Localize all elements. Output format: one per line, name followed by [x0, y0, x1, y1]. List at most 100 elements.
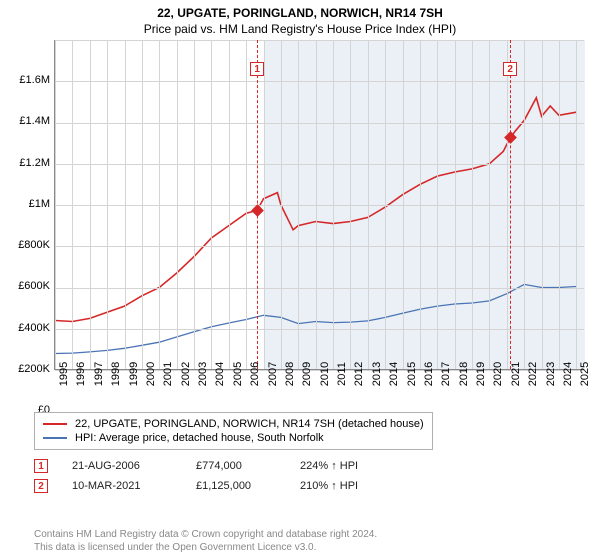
gridline-v [489, 40, 490, 369]
x-tick-label: 2020 [492, 362, 504, 386]
gridline-v [125, 40, 126, 369]
gridline-v [455, 40, 456, 369]
x-tick-label: 2009 [301, 362, 313, 386]
x-tick-label: 2001 [162, 362, 174, 386]
legend: 22, UPGATE, PORINGLAND, NORWICH, NR14 7S… [34, 412, 433, 450]
x-tick-label: 2003 [197, 362, 209, 386]
x-tick-label: 2016 [423, 362, 435, 386]
gridline-v [559, 40, 560, 369]
legend-label: HPI: Average price, detached house, Sout… [75, 432, 324, 444]
transaction-row-date: 21-AUG-2006 [72, 460, 172, 472]
gridline-v [211, 40, 212, 369]
y-tick-label: £1.4M [2, 115, 50, 127]
plot-region: 12 [54, 40, 584, 370]
x-tick-label: 1995 [58, 362, 70, 386]
x-tick-label: 2014 [388, 362, 400, 386]
gridline-v [542, 40, 543, 369]
x-tick-label: 2011 [336, 362, 348, 386]
x-tick-label: 2022 [527, 362, 539, 386]
transaction-row-marker: 1 [34, 459, 48, 473]
x-tick-label: 2005 [232, 362, 244, 386]
gridline-v [55, 40, 56, 369]
gridline-v [472, 40, 473, 369]
gridline-h [55, 164, 584, 165]
gridline-v [142, 40, 143, 369]
gridline-v [72, 40, 73, 369]
x-tick-label: 2013 [371, 362, 383, 386]
x-tick-label: 2010 [319, 362, 331, 386]
x-tick-label: 2006 [249, 362, 261, 386]
footer-line2: This data is licensed under the Open Gov… [34, 541, 377, 554]
y-tick-label: £1.6M [2, 74, 50, 86]
x-tick-label: 1996 [75, 362, 87, 386]
gridline-v [264, 40, 265, 369]
transaction-row: 2 10-MAR-2021 £1,125,000 210% ↑ HPI [34, 476, 358, 496]
gridline-v [298, 40, 299, 369]
gridline-v [159, 40, 160, 369]
transaction-table: 1 21-AUG-2006 £774,000 224% ↑ HPI 2 10-MAR-20… [34, 456, 358, 496]
x-tick-label: 2021 [510, 362, 522, 386]
x-tick-label: 1997 [93, 362, 105, 386]
transaction-marker-label: 1 [250, 62, 264, 76]
gridline-h [55, 81, 584, 82]
legend-swatch [43, 437, 67, 439]
gridline-v [316, 40, 317, 369]
transaction-row-price: £1,125,000 [196, 480, 276, 492]
gridline-h [55, 288, 584, 289]
gridline-v [368, 40, 369, 369]
gridline-v [524, 40, 525, 369]
x-tick-label: 2004 [214, 362, 226, 386]
x-tick-label: 2015 [406, 362, 418, 386]
title-subtitle: Price paid vs. HM Land Registry's House … [0, 22, 600, 36]
transaction-row-hpi: 224% ↑ HPI [300, 460, 358, 472]
footer-attribution: Contains HM Land Registry data © Crown c… [34, 528, 377, 554]
transaction-row-marker: 2 [34, 479, 48, 493]
gridline-v [420, 40, 421, 369]
x-tick-label: 2008 [284, 362, 296, 386]
gridline-h [55, 40, 584, 41]
transaction-row-price: £774,000 [196, 460, 276, 472]
legend-swatch [43, 423, 67, 425]
gridline-h [55, 329, 584, 330]
y-tick-label: £1.2M [2, 157, 50, 169]
transaction-row-hpi: 210% ↑ HPI [300, 480, 358, 492]
gridline-v [350, 40, 351, 369]
legend-label: 22, UPGATE, PORINGLAND, NORWICH, NR14 7S… [75, 418, 424, 430]
gridline-h [55, 246, 584, 247]
x-tick-label: 1999 [128, 362, 140, 386]
gridline-v [246, 40, 247, 369]
chart-container: 22, UPGATE, PORINGLAND, NORWICH, NR14 7S… [0, 0, 600, 560]
gridline-v [229, 40, 230, 369]
y-tick-label: £600K [2, 280, 50, 292]
gridline-v [107, 40, 108, 369]
title-address: 22, UPGATE, PORINGLAND, NORWICH, NR14 7S… [0, 6, 600, 20]
legend-row: HPI: Average price, detached house, Sout… [43, 431, 424, 445]
transaction-row: 1 21-AUG-2006 £774,000 224% ↑ HPI [34, 456, 358, 476]
gridline-v [333, 40, 334, 369]
gridline-v [194, 40, 195, 369]
gridline-v [403, 40, 404, 369]
x-tick-label: 2007 [267, 362, 279, 386]
gridline-v [576, 40, 577, 369]
x-tick-label: 2017 [440, 362, 452, 386]
chart-area: 12 £0£200K£400K£600K£800K£1M£1.2M£1.4M£1… [54, 40, 584, 370]
transaction-vline [510, 40, 511, 369]
title-block: 22, UPGATE, PORINGLAND, NORWICH, NR14 7S… [0, 0, 600, 36]
x-tick-label: 2012 [353, 362, 365, 386]
x-tick-label: 2002 [180, 362, 192, 386]
gridline-h [55, 123, 584, 124]
gridline-v [177, 40, 178, 369]
gridline-v [437, 40, 438, 369]
transaction-row-date: 10-MAR-2021 [72, 480, 172, 492]
footer-line1: Contains HM Land Registry data © Crown c… [34, 528, 377, 541]
x-tick-label: 2023 [545, 362, 557, 386]
x-tick-label: 2024 [562, 362, 574, 386]
legend-row: 22, UPGATE, PORINGLAND, NORWICH, NR14 7S… [43, 417, 424, 431]
y-tick-label: £400K [2, 322, 50, 334]
gridline-v [90, 40, 91, 369]
transaction-marker-label: 2 [503, 62, 517, 76]
y-tick-label: £1M [2, 198, 50, 210]
x-tick-label: 2018 [458, 362, 470, 386]
gridline-v [385, 40, 386, 369]
gridline-h [55, 205, 584, 206]
